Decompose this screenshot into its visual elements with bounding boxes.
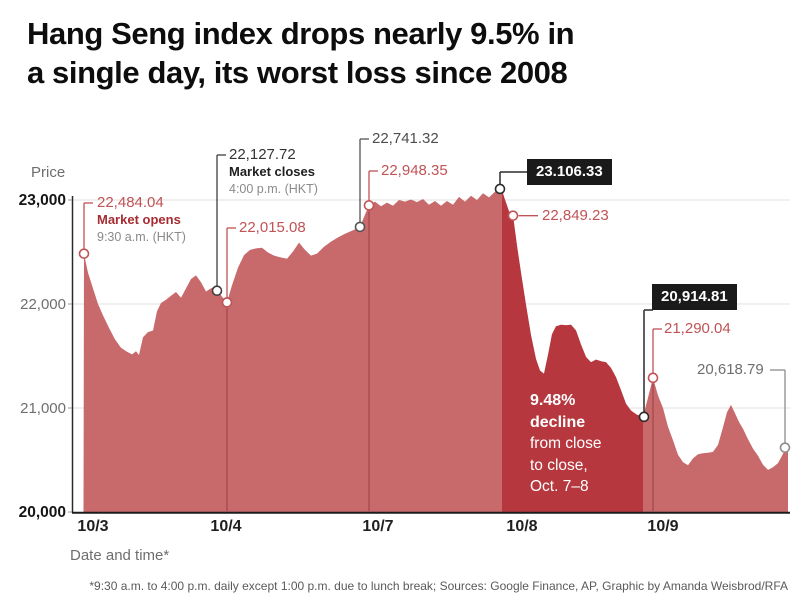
y-axis-tick-20000: 20,000 bbox=[18, 504, 66, 521]
annotation-value: 22,849.23 bbox=[542, 207, 609, 224]
data-point-marker bbox=[647, 372, 659, 384]
annotation-value: 20,618.79 bbox=[697, 361, 764, 378]
data-point-marker bbox=[78, 248, 90, 259]
x-axis-tick-10-3: 10/3 bbox=[77, 518, 109, 535]
data-point-marker bbox=[211, 285, 223, 297]
x-axis-title: Date and time* bbox=[70, 547, 170, 564]
decline-note-word: decline bbox=[530, 413, 586, 431]
annotation-value: 22,015.08 bbox=[239, 219, 306, 236]
data-point-marker bbox=[494, 183, 506, 195]
data-point-marker bbox=[221, 297, 233, 308]
page-title: Hang Seng index drops nearly 9.5% in a s… bbox=[27, 14, 787, 92]
annotation-open-10-4: 22,015.08 bbox=[239, 220, 306, 236]
annotation-time: 9:30 a.m. (HKT) bbox=[97, 230, 186, 244]
page-title-line2: a single day, its worst loss since 2008 bbox=[27, 55, 568, 90]
decline-note-line5: Oct. 7–8 bbox=[530, 478, 589, 495]
annotation-value: 21,290.04 bbox=[664, 320, 731, 337]
y-axis-title: Price bbox=[31, 164, 66, 181]
data-point-marker bbox=[779, 442, 791, 453]
annotation-label: Market opens bbox=[97, 212, 181, 227]
annotation-open-10-8: 22,849.23 bbox=[542, 208, 609, 224]
footer-note: *9:30 a.m. to 4:00 p.m. daily except 1:0… bbox=[89, 579, 788, 593]
data-point-marker bbox=[507, 210, 519, 221]
decline-note-line3: from close bbox=[530, 435, 602, 452]
x-axis-tick-10-8: 10/8 bbox=[506, 518, 538, 535]
y-axis-tick-23000: 23,000 bbox=[18, 192, 66, 209]
annotation-close-10-8-box: 20,914.81 bbox=[652, 284, 737, 310]
price-area-light bbox=[83, 189, 788, 512]
data-point-marker bbox=[354, 221, 366, 233]
annotation-label: Market closes bbox=[229, 164, 315, 179]
y-axis-tick-22000: 22,000 bbox=[20, 296, 66, 313]
annotation-value: 22,948.35 bbox=[381, 162, 448, 179]
x-axis-tick-10-7: 10/7 bbox=[362, 518, 394, 535]
annotation-open-10-7: 22,948.35 bbox=[381, 163, 448, 179]
annotation-value: 22,484.04 bbox=[97, 194, 164, 211]
y-axis-tick-21000: 21,000 bbox=[20, 400, 66, 417]
x-axis-tick-10-9: 10/9 bbox=[647, 518, 679, 535]
data-point-marker bbox=[363, 200, 375, 211]
decline-note-pct: 9.48% bbox=[530, 392, 576, 409]
annotation-time: 4:00 p.m. (HKT) bbox=[229, 182, 318, 196]
decline-note-line4: to close, bbox=[530, 456, 588, 474]
annotation-close-10-4: 22,741.32 bbox=[372, 131, 439, 147]
x-axis-tick-10-4: 10/4 bbox=[210, 518, 242, 535]
annotation-market-open-10-3: 22,484.04 Market opens 9:30 a.m. (HKT) bbox=[97, 195, 186, 245]
price-area-dark-decline bbox=[502, 189, 643, 512]
data-point-marker bbox=[638, 411, 650, 423]
page-title-line1: Hang Seng index drops nearly 9.5% in bbox=[27, 16, 575, 51]
annotation-value: 22,741.32 bbox=[372, 130, 439, 147]
annotation-close-10-7-box: 23.106.33 bbox=[527, 159, 612, 185]
annotation-last-10-9: 20,618.79 bbox=[697, 362, 764, 378]
decline-note: 9.48% decline from close to close, Oct. … bbox=[530, 390, 602, 498]
annotation-market-close-10-3: 22,127.72 Market closes 4:00 p.m. (HKT) bbox=[229, 147, 318, 197]
annotation-open-10-9: 21,290.04 bbox=[664, 321, 731, 337]
annotation-value: 22,127.72 bbox=[229, 146, 296, 163]
